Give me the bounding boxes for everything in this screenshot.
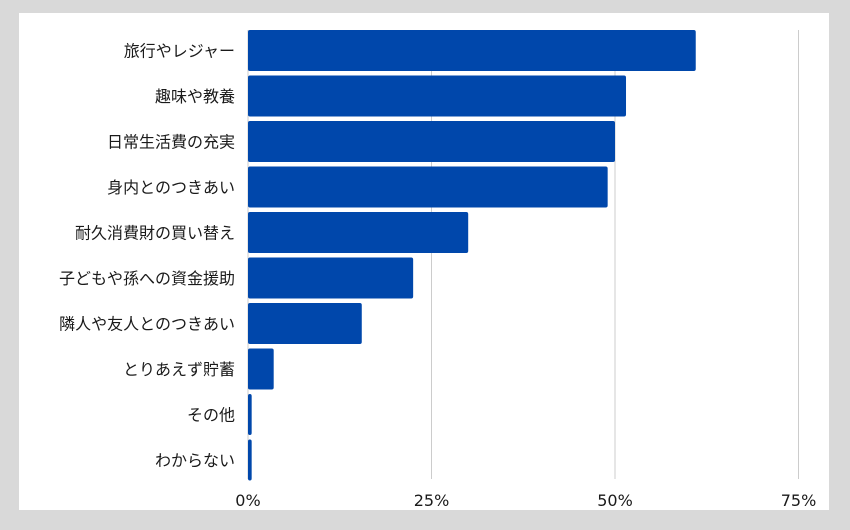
x-tick-label: 0% [235, 491, 260, 510]
category-label: 耐久消費財の買い替え [75, 224, 235, 243]
bar [248, 212, 469, 253]
bar [248, 303, 362, 344]
category-label: その他 [187, 406, 235, 425]
category-label: 旅行やレジャー [124, 42, 235, 61]
category-label: 日常生活費の充実 [107, 133, 235, 152]
x-tick-label: 75% [781, 491, 817, 510]
bar [248, 394, 252, 435]
category-label: 趣味や教養 [155, 87, 235, 106]
bar [248, 121, 615, 162]
category-labels: 旅行やレジャー趣味や教養日常生活費の充実身内とのつきあい耐久消費財の買い替え子ど… [59, 42, 235, 471]
x-tick-label: 25% [414, 491, 450, 510]
bar [248, 75, 627, 117]
category-label: 身内とのつきあい [107, 178, 235, 197]
x-tick-label: 50% [597, 491, 633, 510]
bars [248, 30, 696, 481]
category-label: わからない [155, 451, 235, 470]
category-label: 子どもや孫への資金援助 [59, 269, 235, 288]
bar [248, 348, 274, 390]
chart-panel: 旅行やレジャー趣味や教養日常生活費の充実 身内とのつきあい耐久消費財の買い替え子ど… [19, 13, 829, 510]
bar [248, 166, 608, 208]
bar [248, 439, 252, 481]
bar [248, 257, 414, 299]
bar-chart: 旅行やレジャー趣味や教養日常生活費の充実身内とのつきあい耐久消費財の買い替え子ど… [59, 30, 816, 510]
category-label: 隣人や友人とのつきあい [59, 315, 235, 334]
bar [248, 30, 696, 71]
category-label: とりあえず貯蓄 [123, 360, 235, 379]
x-tick-labels: 0% 25% 50% 75% [235, 491, 816, 510]
